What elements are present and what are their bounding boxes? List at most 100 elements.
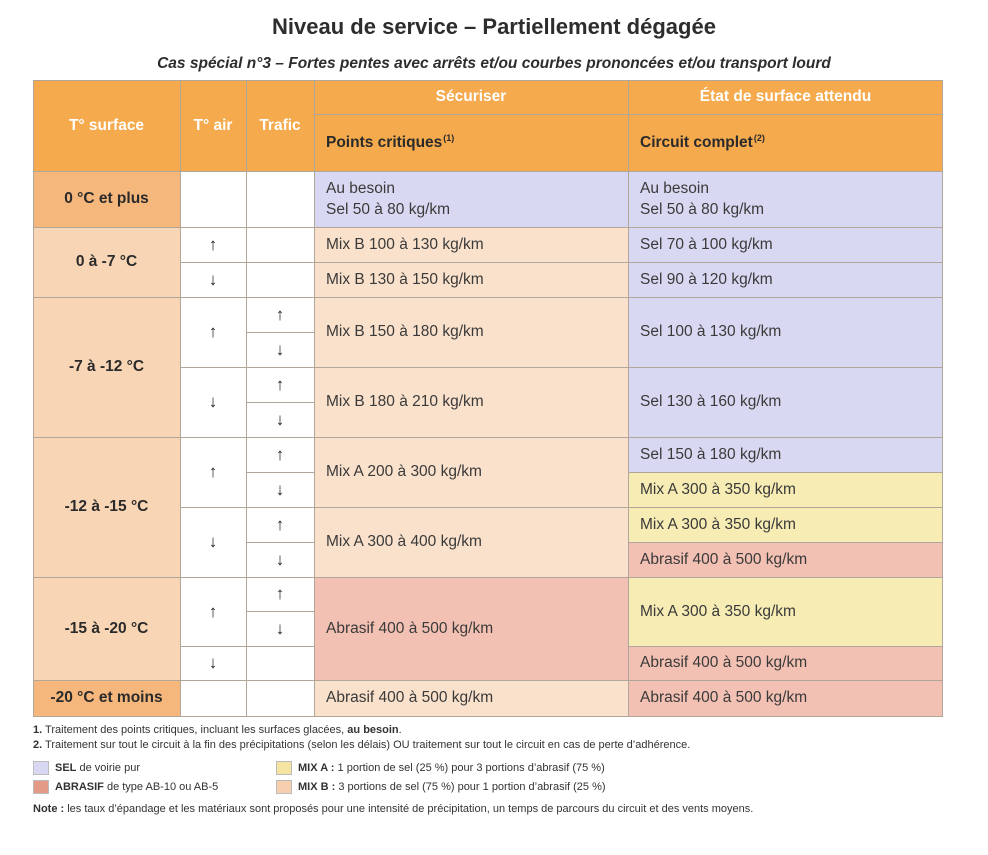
grid-hline [628,542,943,543]
footnote-2-number: 2. [33,739,43,751]
air-up-arrow-icon: ↑ [180,227,246,262]
row-label-0-to-7: 0 à -7 °C [33,227,180,297]
final-note-text: les taux d’épandage et les matériaux son… [67,803,754,815]
circuit-complet-cell: Abrasif 400 à 500 kg/km [628,680,943,716]
grid-hline [180,507,943,508]
legend-mixb-text: 3 portions de sel (75 %) pour 1 portion … [338,781,606,793]
grid-hline [628,646,943,647]
circuit-complet-cell: Sel 90 à 120 kg/km [628,262,943,297]
grid-hline [33,680,943,681]
grid-hline [33,437,943,438]
grid-hline [33,227,943,228]
header-t-surface: T° surface [33,80,180,171]
trafic-blank [246,262,314,297]
footnote-1-bold: au besoin [347,724,399,736]
cell-line: Sel 50 à 80 kg/km [326,201,451,218]
footnote-1-number: 1. [33,724,43,736]
footnote-1-text: Traitement des points critiques, incluan… [45,724,345,736]
grid-vline [628,80,629,716]
grid-hline [180,262,943,263]
header-trafic: Trafic [246,80,314,171]
grid-vline [246,80,247,716]
grid-hline [33,716,943,717]
grid-hline [33,297,943,298]
row-label-0-plus: 0 °C et plus [33,171,180,227]
circuit-complet-cell: Mix A 300 à 350 kg/km [628,472,943,507]
cell-line: Sel 50 à 80 kg/km [640,201,765,218]
points-critiques-cell: Mix A 200 à 300 kg/km [314,437,628,507]
grid-hline [246,611,314,612]
trafic-up-arrow-icon: ↑ [246,297,314,332]
legend-mixb: MIX B : 3 portions de sel (75 %) pour 1 … [298,781,606,793]
legend-abrasif-swatch [33,780,49,794]
legend-mixb-bold: MIX B : [298,781,336,793]
circuit-complet-cell: Abrasif 400 à 500 kg/km [628,542,943,577]
footnote-1: 1. Traitement des points critiques, incl… [33,724,402,736]
legend-sel-text: de voirie pur [79,762,141,774]
trafic-blank [246,227,314,262]
footnote-2: 2. Traitement sur tout le circuit à la f… [33,739,690,751]
trafic-down-arrow-icon: ↓ [246,332,314,367]
header-securiser: Sécuriser [314,80,628,114]
grid-vline [314,80,315,716]
grid-vline [942,80,943,716]
grid-hline [246,402,314,403]
row-label-12-to-15: -12 à -15 °C [33,437,180,577]
points-critiques-cell: Mix A 300 à 400 kg/km [314,507,628,577]
circuit-complet-footnote: (2) [753,132,765,143]
grid-hline [180,367,943,368]
points-critiques-cell: Au besoin Sel 50 à 80 kg/km [314,171,628,227]
points-critiques-cell: Mix B 180 à 210 kg/km [314,367,628,437]
legend-abrasif-bold: ABRASIF [55,781,104,793]
grid-vline [180,80,181,716]
legend-mixa-swatch [276,761,292,775]
final-note-bold: Note : [33,803,65,815]
points-critiques-label: Points critiques [326,133,443,151]
trafic-up-arrow-icon: ↑ [246,507,314,542]
circuit-complet-cell: Sel 100 à 130 kg/km [628,297,943,367]
grid-hline [180,646,314,647]
row-label-20-moins: -20 °C et moins [33,680,180,716]
circuit-complet-cell: Sel 130 à 160 kg/km [628,367,943,437]
cell-line: Au besoin [640,180,709,197]
circuit-complet-cell: Mix A 300 à 350 kg/km [628,507,943,542]
trafic-down-arrow-icon: ↓ [246,402,314,437]
trafic-blank [246,680,314,716]
trafic-down-arrow-icon: ↓ [246,472,314,507]
legend-mixa-bold: MIX A : [298,762,335,774]
grid-hline [33,80,943,81]
circuit-complet-cell: Mix A 300 à 350 kg/km [628,577,943,646]
air-down-arrow-icon: ↓ [180,262,246,297]
footnote-2-text: Traitement sur tout le circuit à la fin … [45,739,691,751]
row-label-15-to-20: -15 à -20 °C [33,577,180,680]
legend-mixa-text: 1 portion de sel (25 %) pour 3 portions … [337,762,605,774]
legend-sel-swatch [33,761,49,775]
trafic-blank [246,171,314,227]
grid-hline [314,114,943,115]
air-down-arrow-icon: ↓ [180,367,246,437]
trafic-down-arrow-icon: ↓ [246,542,314,577]
cell-line: Au besoin [326,180,395,197]
circuit-complet-cell: Sel 70 à 100 kg/km [628,227,943,262]
trafic-up-arrow-icon: ↑ [246,577,314,611]
trafic-down-arrow-icon: ↓ [246,611,314,646]
grid-vline [33,80,34,716]
circuit-complet-cell: Sel 150 à 180 kg/km [628,437,943,472]
air-up-arrow-icon: ↑ [180,297,246,367]
air-blank [180,171,246,227]
grid-hline [246,542,314,543]
points-critiques-cell: Mix B 130 à 150 kg/km [314,262,628,297]
final-note: Note : les taux d’épandage et les matéri… [33,803,753,815]
header-circuit-complet: Circuit complet (2) [628,114,943,171]
points-critiques-cell: Abrasif 400 à 500 kg/km [314,680,628,716]
legend-mixa: MIX A : 1 portion de sel (25 %) pour 3 p… [298,762,605,774]
legend-abrasif: ABRASIF de type AB-10 ou AB-5 [55,781,218,793]
grid-hline [33,171,943,172]
grid-hline [246,472,314,473]
grid-hline [628,472,943,473]
grid-hline [246,332,314,333]
circuit-complet-cell: Abrasif 400 à 500 kg/km [628,646,943,680]
legend-sel-bold: SEL [55,762,77,774]
air-down-arrow-icon: ↓ [180,507,246,577]
footnote-1-end: . [398,724,402,736]
